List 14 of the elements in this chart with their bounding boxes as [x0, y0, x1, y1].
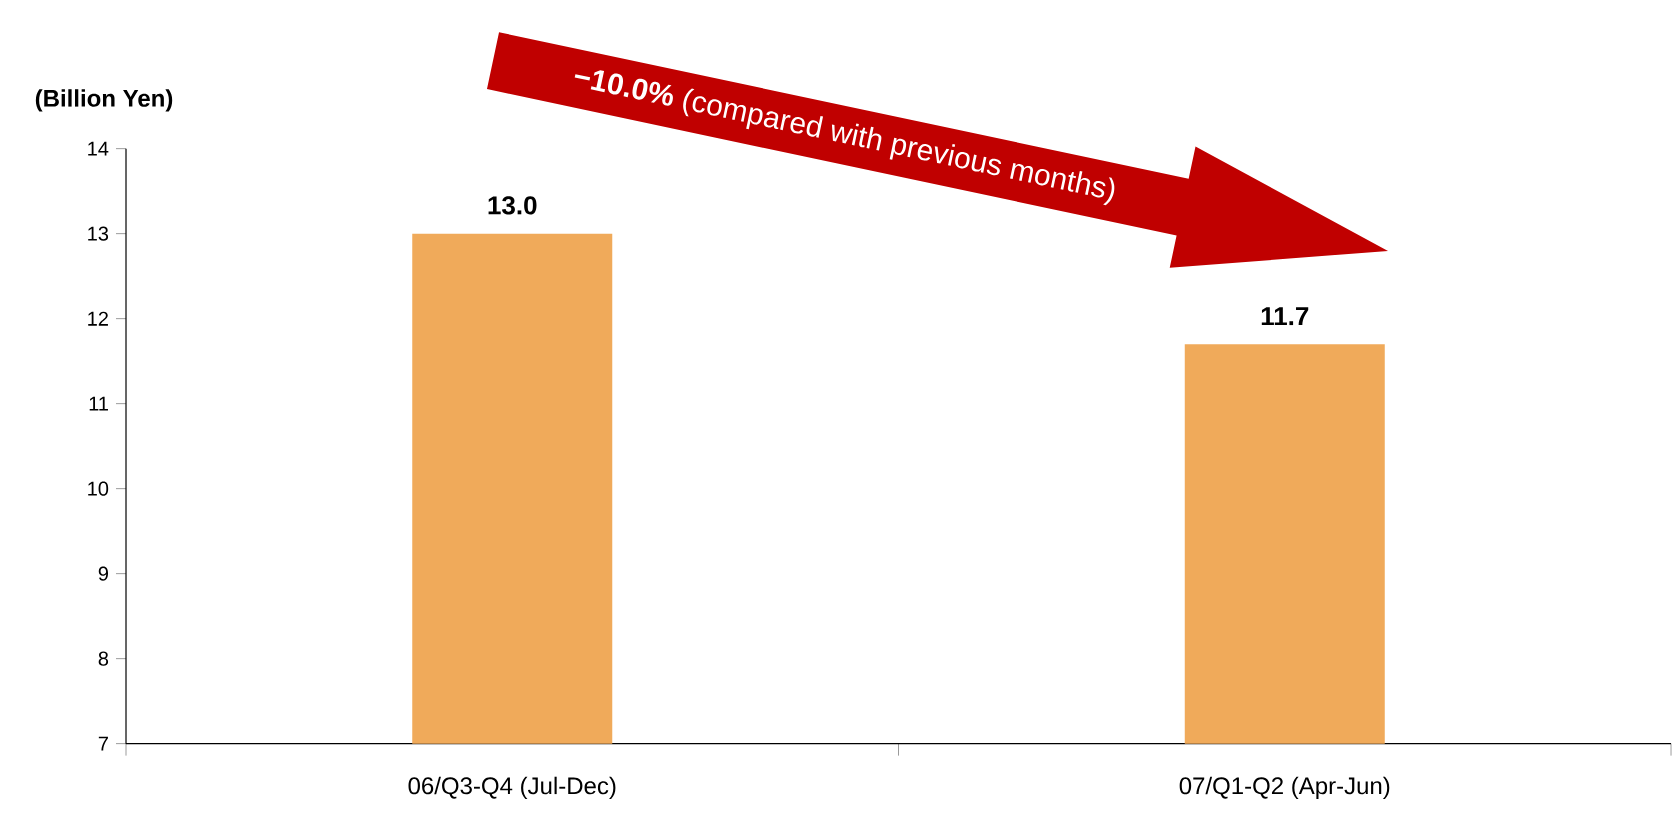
y-tick-label: 7: [98, 736, 108, 751]
x-tick-label: 07/Q1-Q2 (Apr-Jun): [1179, 776, 1390, 800]
y-tick-label: 9: [98, 566, 109, 581]
x-tick-label: 06/Q3-Q4 (Jul-Dec): [408, 776, 616, 800]
y-axis-title: (Billion Yen): [35, 89, 173, 112]
data-label: 13.0: [488, 196, 537, 215]
y-tick-label: 11: [89, 396, 108, 411]
y-tick-label: 13: [88, 226, 109, 241]
y-tick-label: 8: [98, 651, 109, 666]
data-label: 11.7: [1261, 307, 1309, 326]
y-tick-label: 12: [88, 311, 108, 326]
y-tick-label: 14: [88, 141, 109, 156]
y-tick-label: 10: [88, 481, 109, 496]
annotation: −10.0% (compared with previous months): [574, 70, 1115, 206]
